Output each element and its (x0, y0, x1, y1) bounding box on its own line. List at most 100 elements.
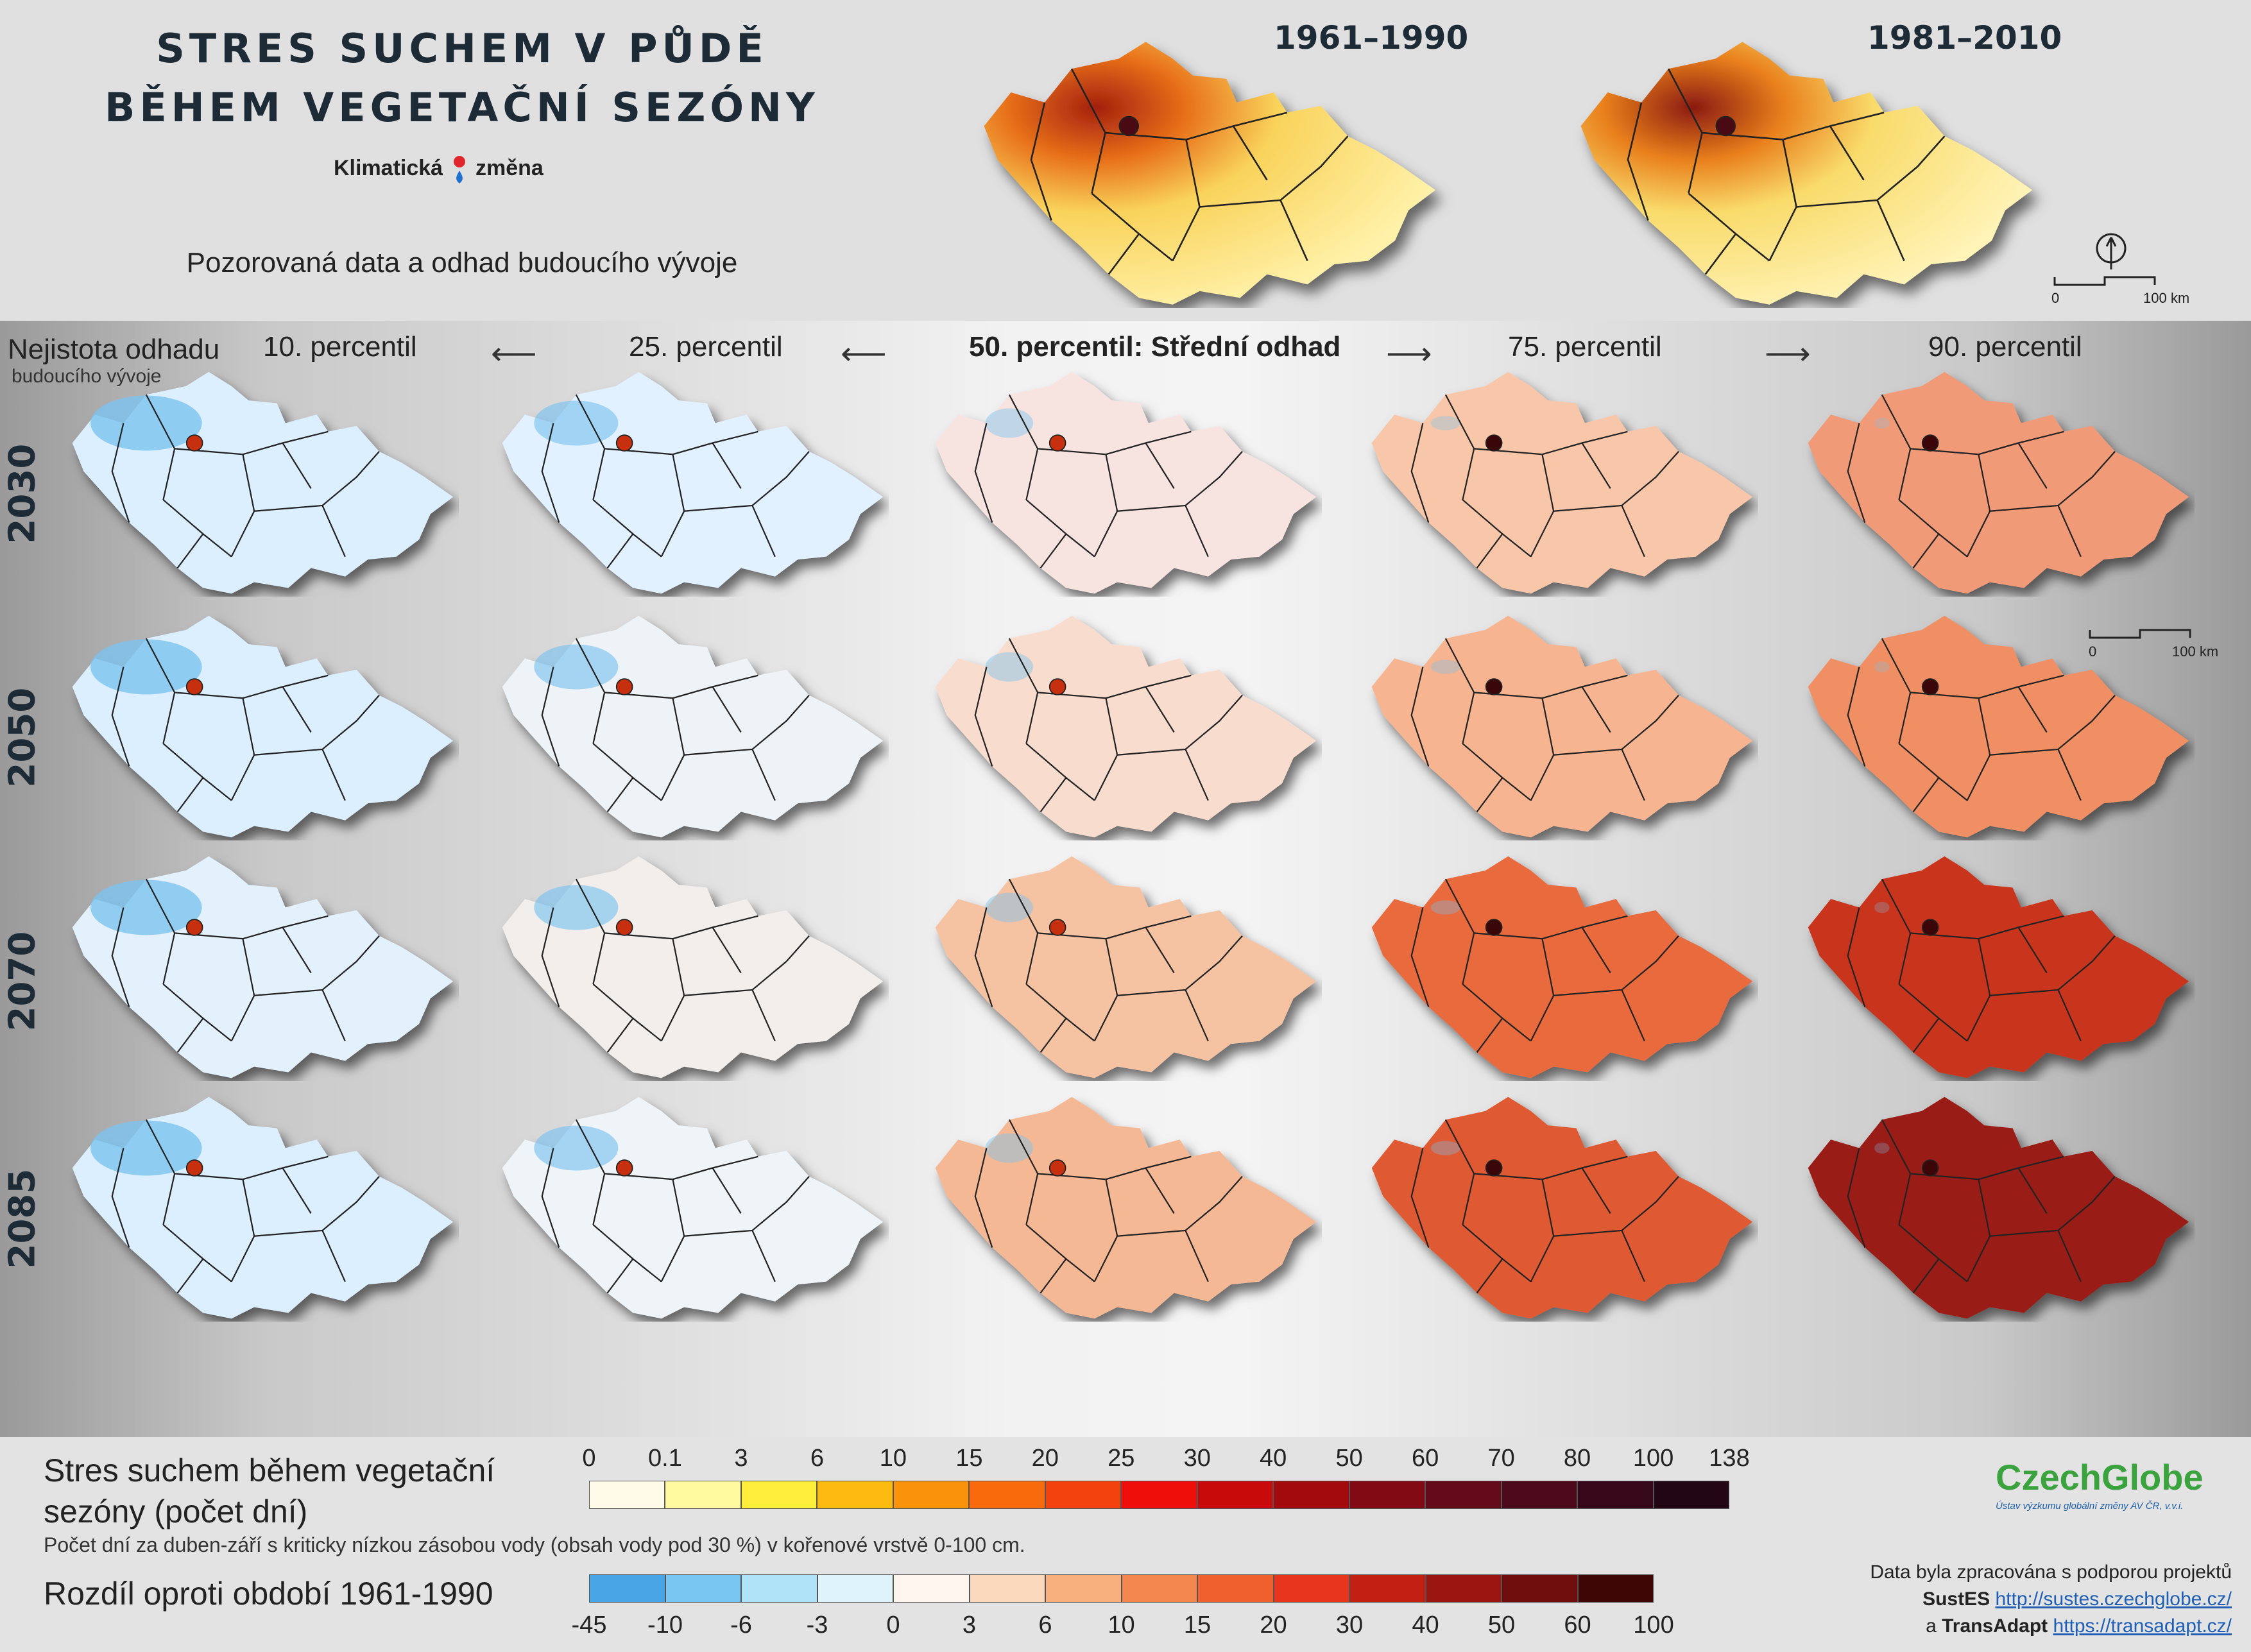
uncertainty-label: Nejistota odhadu budoucího vývoje (8, 334, 219, 387)
absolute-tick-label: 3 (734, 1445, 748, 1472)
difference-tick-label: 0 (886, 1612, 900, 1639)
year-label-2085: 2085 (1, 1168, 44, 1269)
projection-map-2030-p90 (1797, 369, 2195, 597)
difference-tick-label: 20 (1260, 1612, 1287, 1639)
scale-start-top: 0 (2051, 290, 2060, 306)
difference-tick-label: 50 (1487, 1612, 1516, 1639)
logo-text-right: změna (475, 155, 543, 180)
difference-swatch (1577, 1574, 1654, 1603)
absolute-swatch (1577, 1481, 1654, 1509)
absolute-tick-label: 80 (1563, 1445, 1591, 1472)
absolute-swatch (817, 1481, 893, 1509)
observed-map-1981-2010 (1521, 38, 2085, 308)
year-label-2050: 2050 (1, 687, 44, 788)
absolute-tick-label: 70 (1487, 1445, 1515, 1472)
scale-end-top: 100 km (2143, 290, 2190, 306)
czechglobe-name: CzechGlobe (1996, 1457, 2204, 1497)
projection-map-2050-p50 (924, 613, 1322, 840)
legend-title-absolute: Stres suchem během vegetační sezóny (poč… (44, 1452, 495, 1529)
projection-map-2050-p10 (61, 613, 459, 840)
absolute-tick-label: 6 (810, 1445, 824, 1472)
period-label-1: 1961–1990 (1274, 19, 1469, 56)
difference-swatch (1197, 1574, 1274, 1603)
subtitle: Pozorovaná data a odhad budoucího vývoje (186, 247, 738, 278)
year-label-2030: 2030 (1, 443, 44, 544)
uncertainty-label-line-1: Nejistota odhadu (8, 334, 220, 365)
absolute-swatch (1273, 1481, 1349, 1509)
projection-map-2085-p10 (61, 1094, 459, 1322)
projection-map-2070-p90 (1797, 853, 2195, 1081)
projection-map-2030-p75 (1360, 369, 1758, 597)
difference-swatch (665, 1574, 741, 1603)
difference-tick-label: 15 (1183, 1612, 1211, 1639)
absolute-tick-label: 138 (1709, 1445, 1750, 1472)
difference-swatch (741, 1574, 817, 1603)
absolute-swatch (1045, 1481, 1122, 1509)
absolute-swatch (893, 1481, 970, 1509)
header: STRES SUCHEM V PŮDĚ BĚHEM VEGETAČNÍ SEZÓ… (0, 0, 2251, 321)
projection-map-2070-p50 (924, 853, 1322, 1081)
title-block: STRES SUCHEM V PŮDĚ BĚHEM VEGETAČNÍ SEZÓ… (0, 19, 924, 137)
page-title-line-1: STRES SUCHEM V PŮDĚ (156, 25, 768, 72)
absolute-tick-label: 30 (1183, 1445, 1211, 1472)
difference-tick-label: -6 (730, 1612, 752, 1639)
difference-tick-label: 3 (962, 1612, 977, 1639)
difference-swatch (969, 1574, 1045, 1603)
difference-swatch (1349, 1574, 1426, 1603)
absolute-tick-label: 50 (1335, 1445, 1363, 1472)
difference-swatch (1502, 1574, 1578, 1603)
absolute-tick-label: 0.1 (648, 1445, 682, 1472)
projection-map-2050-p90 (1797, 613, 2195, 840)
absolute-swatch (740, 1481, 817, 1509)
difference-tick-label: -3 (806, 1612, 828, 1639)
percentile-label-25: 25. percentil (629, 331, 783, 362)
legend: Stres suchem během vegetační sezóny (poč… (0, 1437, 2251, 1652)
project1-link[interactable]: http://sustes.czechglobe.cz/ (1995, 1588, 2232, 1610)
projection-map-2030-p50 (924, 369, 1322, 597)
absolute-tick-label: 40 (1260, 1445, 1287, 1472)
projection-matrix: Nejistota odhadu budoucího vývoje 10. pe… (0, 321, 2251, 1437)
difference-swatch (589, 1574, 665, 1603)
difference-tick-label: 6 (1038, 1612, 1052, 1639)
year-label-2070: 2070 (1, 931, 44, 1032)
absolute-swatch (1653, 1481, 1729, 1509)
project1-name: SustES (1922, 1588, 1990, 1610)
percentile-label-75: 75. percentil (1508, 331, 1662, 362)
difference-swatch (1273, 1574, 1349, 1603)
page-title-line-2: BĚHEM VEGETAČNÍ SEZÓNY (105, 84, 819, 131)
project2-link[interactable]: https://transadapt.cz/ (2053, 1615, 2232, 1637)
absolute-tick-label: 0 (582, 1445, 596, 1472)
absolute-swatch (969, 1481, 1045, 1509)
difference-tick-label: 60 (1564, 1612, 1591, 1639)
absolute-swatch (589, 1481, 665, 1509)
projection-map-2030-p25 (491, 369, 889, 597)
difference-swatch (1045, 1574, 1122, 1603)
absolute-tick-label: 10 (879, 1445, 907, 1472)
project2-prefix: a (1926, 1615, 1937, 1637)
projection-map-2030-p10 (61, 369, 459, 597)
scale-bar-mid (2089, 629, 2191, 639)
credit-line: Data byla zpracována s podporou projektů (1870, 1562, 2232, 1583)
uncertainty-label-line-2: budoucího vývoje (12, 366, 162, 387)
projection-map-2050-p25 (491, 613, 889, 840)
projection-map-2050-p75 (1360, 613, 1758, 840)
difference-tick-label: 10 (1108, 1612, 1135, 1639)
drop-icon (453, 156, 465, 183)
percentile-label-50: 50. percentil: Střední odhad (969, 331, 1341, 362)
difference-swatch (893, 1574, 970, 1603)
absolute-tick-label: 25 (1108, 1445, 1135, 1472)
credit-project-1: SustES http://sustes.czechglobe.cz/ (1870, 1586, 2232, 1613)
absolute-swatch (1349, 1481, 1426, 1509)
klimaticka-zmena-logo: Klimatická změna (334, 154, 543, 185)
projection-map-2070-p25 (491, 853, 889, 1081)
absolute-swatch (665, 1481, 741, 1509)
absolute-tick-label: 100 (1632, 1445, 1674, 1472)
projection-map-2085-p50 (924, 1094, 1322, 1322)
credits: Data byla zpracována s podporou projektů… (1870, 1559, 2232, 1640)
projection-map-2070-p10 (61, 853, 459, 1081)
arrow-left-icon: ⟵ (491, 336, 537, 371)
absolute-swatch (1197, 1481, 1274, 1509)
percentile-label-90: 90. percentil (1928, 331, 2082, 362)
legend-title-difference: Rozdíl oproti období 1961-1990 (44, 1576, 493, 1612)
difference-swatch (817, 1574, 893, 1603)
